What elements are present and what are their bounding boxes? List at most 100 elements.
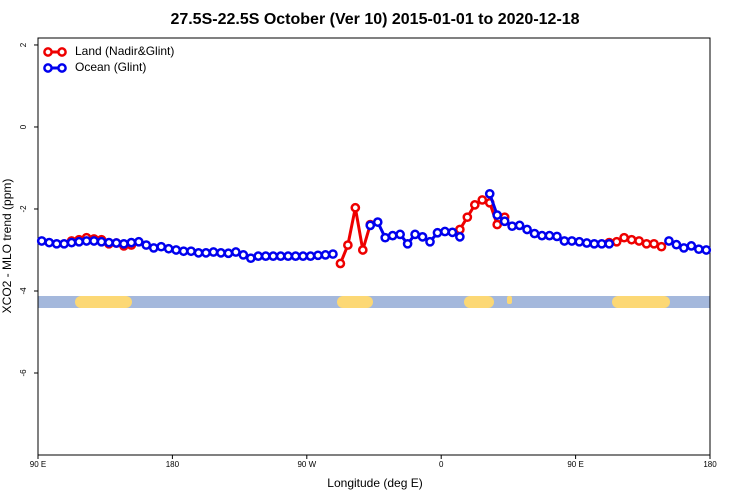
data-point <box>641 238 652 249</box>
land-band <box>507 296 512 304</box>
plot-frame <box>37 37 711 456</box>
data-point <box>81 236 92 246</box>
x-tick-label: 0 <box>439 460 444 469</box>
chart-title: 27.5S-22.5S October (Ver 10) 2015-01-01 … <box>170 11 579 28</box>
y-tick-label: -4 <box>19 287 28 295</box>
data-point <box>365 220 376 231</box>
data-point <box>410 229 420 240</box>
land-band <box>75 296 132 308</box>
data-point <box>193 248 204 258</box>
x-axis-label: Longitude (deg E) <box>327 476 422 490</box>
data-point <box>290 251 301 261</box>
data-point <box>66 237 77 248</box>
legend-marker <box>43 47 53 57</box>
legend-marker <box>57 47 67 57</box>
data-point <box>626 234 637 245</box>
data-point <box>596 238 607 249</box>
data-point <box>567 236 577 246</box>
data-point <box>133 236 144 247</box>
data-point <box>126 237 137 248</box>
data-point <box>178 246 189 257</box>
data-point <box>589 238 600 249</box>
data-point <box>335 258 346 269</box>
data-point <box>462 212 473 223</box>
data-point <box>574 236 585 247</box>
land-mask <box>38 296 710 308</box>
x-tick-label: 90 E <box>30 460 46 469</box>
y-tick-label: -6 <box>19 369 28 377</box>
data-point <box>656 241 667 252</box>
data-point <box>514 220 525 231</box>
y-axis-label: XCO2 - MLO trend (ppm) <box>0 179 14 314</box>
data-point <box>455 232 465 242</box>
data-point <box>529 228 540 239</box>
data-point <box>44 237 55 248</box>
data-point <box>223 248 234 259</box>
data-point <box>171 245 181 255</box>
data-point <box>417 232 428 242</box>
legend-label: Ocean (Glint) <box>75 60 146 74</box>
y-tick-label: -2 <box>19 205 28 213</box>
data-point <box>111 238 122 248</box>
data-point <box>611 236 622 247</box>
x-tick-label: 90 E <box>567 460 583 469</box>
data-point <box>89 236 99 246</box>
data-point <box>477 195 488 205</box>
data-point <box>522 224 532 235</box>
data-point <box>186 246 196 257</box>
data-point <box>156 241 167 252</box>
x-tick-label: 180 <box>166 460 180 469</box>
data-point <box>298 251 308 261</box>
data-point <box>260 251 271 261</box>
data-point <box>469 200 480 210</box>
data-point <box>380 232 391 243</box>
data-point <box>619 232 629 243</box>
data-point <box>604 238 615 249</box>
data-point <box>679 243 689 253</box>
data-point <box>425 236 435 247</box>
data-point <box>447 227 458 238</box>
data-point <box>313 250 323 261</box>
data-point <box>484 188 495 199</box>
data-point <box>208 247 219 257</box>
data-point <box>343 240 353 250</box>
data-point <box>455 224 465 235</box>
data-point <box>74 236 84 247</box>
y-tick-label: 0 <box>19 124 28 129</box>
data-point <box>544 230 555 241</box>
data-point <box>440 226 450 237</box>
data-point <box>96 236 107 247</box>
data-point <box>492 219 503 230</box>
data-point <box>253 251 264 261</box>
y-tick-label: 2 <box>19 42 28 47</box>
data-point <box>686 241 697 251</box>
data-point <box>148 243 159 253</box>
data-point <box>552 231 562 242</box>
x-tick-label: 180 <box>703 460 717 469</box>
legend-marker <box>43 63 53 73</box>
data-point <box>275 251 286 261</box>
data-point <box>320 250 331 260</box>
data-point <box>216 248 226 258</box>
data-point <box>581 238 592 248</box>
legend-label: Land (Nadir&Glint) <box>75 44 174 58</box>
land-band <box>612 296 670 308</box>
data-point <box>104 237 114 248</box>
land-band <box>464 296 494 308</box>
data-point <box>693 244 704 255</box>
data-point <box>701 245 712 255</box>
data-point <box>231 247 241 257</box>
data-point <box>649 238 659 249</box>
data-point <box>664 236 674 246</box>
data-point <box>671 239 682 250</box>
data-point <box>350 202 361 213</box>
data-point <box>59 238 69 249</box>
data-point <box>499 216 510 227</box>
data-point <box>492 210 503 220</box>
data-point <box>238 250 249 260</box>
data-point <box>119 238 129 249</box>
legend-marker <box>57 63 67 73</box>
data-point <box>372 217 383 227</box>
